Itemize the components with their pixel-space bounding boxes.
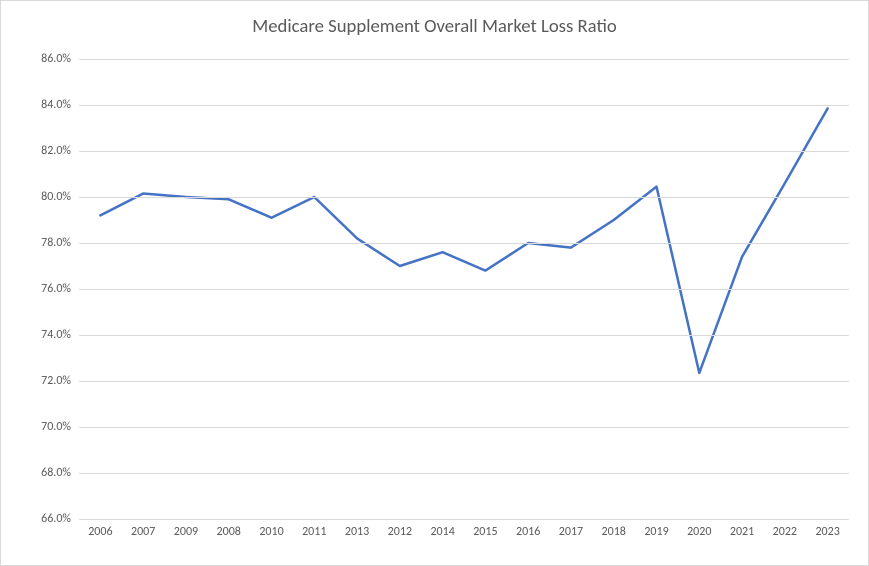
y-tick-label: 66.0% [41, 512, 79, 526]
x-tick-label: 2008 [217, 519, 241, 539]
gridline [79, 381, 849, 382]
x-tick-label: 2019 [644, 519, 668, 539]
y-tick-label: 72.0% [41, 374, 79, 388]
chart-title: Medicare Supplement Overall Market Loss … [1, 15, 868, 38]
gridline [79, 59, 849, 60]
x-tick-label: 2016 [516, 519, 540, 539]
gridline [79, 243, 849, 244]
chart-container: Medicare Supplement Overall Market Loss … [0, 0, 869, 566]
x-tick-label: 2021 [730, 519, 754, 539]
x-tick-label: 2015 [473, 519, 497, 539]
x-tick-label: 2018 [602, 519, 626, 539]
line-series [100, 108, 827, 373]
y-tick-label: 76.0% [41, 282, 79, 296]
y-tick-label: 74.0% [41, 328, 79, 342]
y-tick-label: 70.0% [41, 420, 79, 434]
y-tick-label: 84.0% [41, 98, 79, 112]
x-tick-label: 2009 [174, 519, 198, 539]
x-tick-label: 2020 [687, 519, 711, 539]
x-tick-label: 2007 [131, 519, 155, 539]
gridline [79, 289, 849, 290]
x-tick-label: 2017 [559, 519, 583, 539]
x-tick-label: 2012 [388, 519, 412, 539]
x-tick-label: 2010 [259, 519, 283, 539]
y-tick-label: 80.0% [41, 190, 79, 204]
gridline [79, 427, 849, 428]
x-tick-label: 2014 [430, 519, 454, 539]
x-tick-label: 2022 [773, 519, 797, 539]
gridline [79, 197, 849, 198]
gridline [79, 151, 849, 152]
y-tick-label: 82.0% [41, 144, 79, 158]
x-tick-label: 2011 [302, 519, 326, 539]
y-tick-label: 78.0% [41, 236, 79, 250]
plot-area: 66.0%68.0%70.0%72.0%74.0%76.0%78.0%80.0%… [79, 59, 849, 519]
gridline [79, 473, 849, 474]
gridline [79, 335, 849, 336]
y-tick-label: 68.0% [41, 466, 79, 480]
x-tick-label: 2006 [88, 519, 112, 539]
gridline [79, 105, 849, 106]
y-tick-label: 86.0% [41, 52, 79, 66]
x-tick-label: 2023 [815, 519, 839, 539]
x-tick-label: 2013 [345, 519, 369, 539]
